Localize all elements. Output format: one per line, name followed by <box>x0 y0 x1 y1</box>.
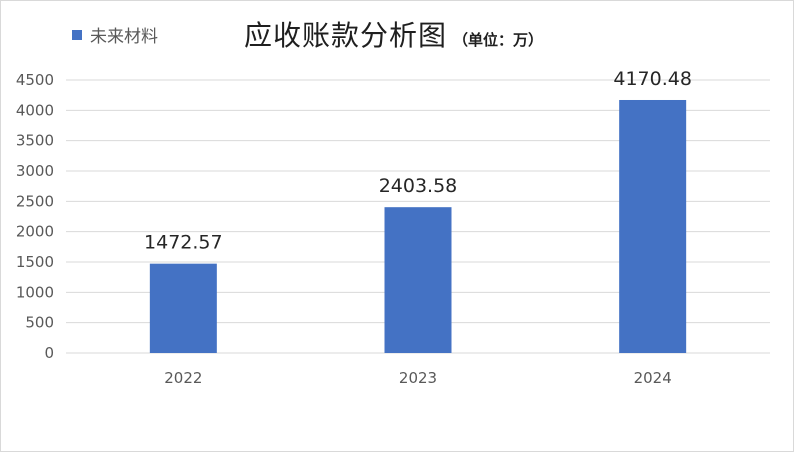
legend-label: 未来材料 <box>90 27 158 47</box>
legend: 未来材料 <box>72 22 158 47</box>
bar-2023 <box>384 207 452 353</box>
y-tick-label: 3500 <box>16 132 54 150</box>
legend-swatch <box>72 29 82 40</box>
y-tick-label: 1500 <box>16 253 54 271</box>
y-tick-label: 4500 <box>16 71 54 89</box>
chart-subtitle: （单位：万） <box>453 31 544 49</box>
bar-2024 <box>619 99 687 354</box>
x-tick-label-2022: 2022 <box>164 369 202 387</box>
chart-title-group: 应收账款分析图 （单位：万） <box>244 14 543 54</box>
x-tick-label-2024: 2024 <box>634 369 672 387</box>
y-tick-label: 2000 <box>16 223 54 241</box>
x-tick-label-2023: 2023 <box>399 369 437 387</box>
y-tick-label: 1000 <box>16 283 54 301</box>
x-axis-ticks: 2022 2023 2024 <box>164 369 672 387</box>
y-tick-label: 4000 <box>16 101 54 119</box>
data-label-2023: 2403.58 <box>379 175 458 197</box>
data-labels: 1472.57 2403.58 4170.48 <box>144 68 692 254</box>
data-label-2024: 4170.48 <box>613 68 692 90</box>
y-tick-label: 500 <box>25 314 54 332</box>
bars <box>149 99 687 354</box>
y-tick-label: 3000 <box>16 162 54 180</box>
y-axis-ticks: 0 500 1000 1500 2000 2500 3000 3500 4000 4500 <box>16 71 54 362</box>
data-label-2022: 1472.57 <box>144 232 223 254</box>
bar-2022 <box>149 263 217 353</box>
chart-title: 应收账款分析图 <box>244 19 448 52</box>
y-tick-label: 2500 <box>16 192 54 210</box>
y-tick-label: 0 <box>44 344 54 362</box>
